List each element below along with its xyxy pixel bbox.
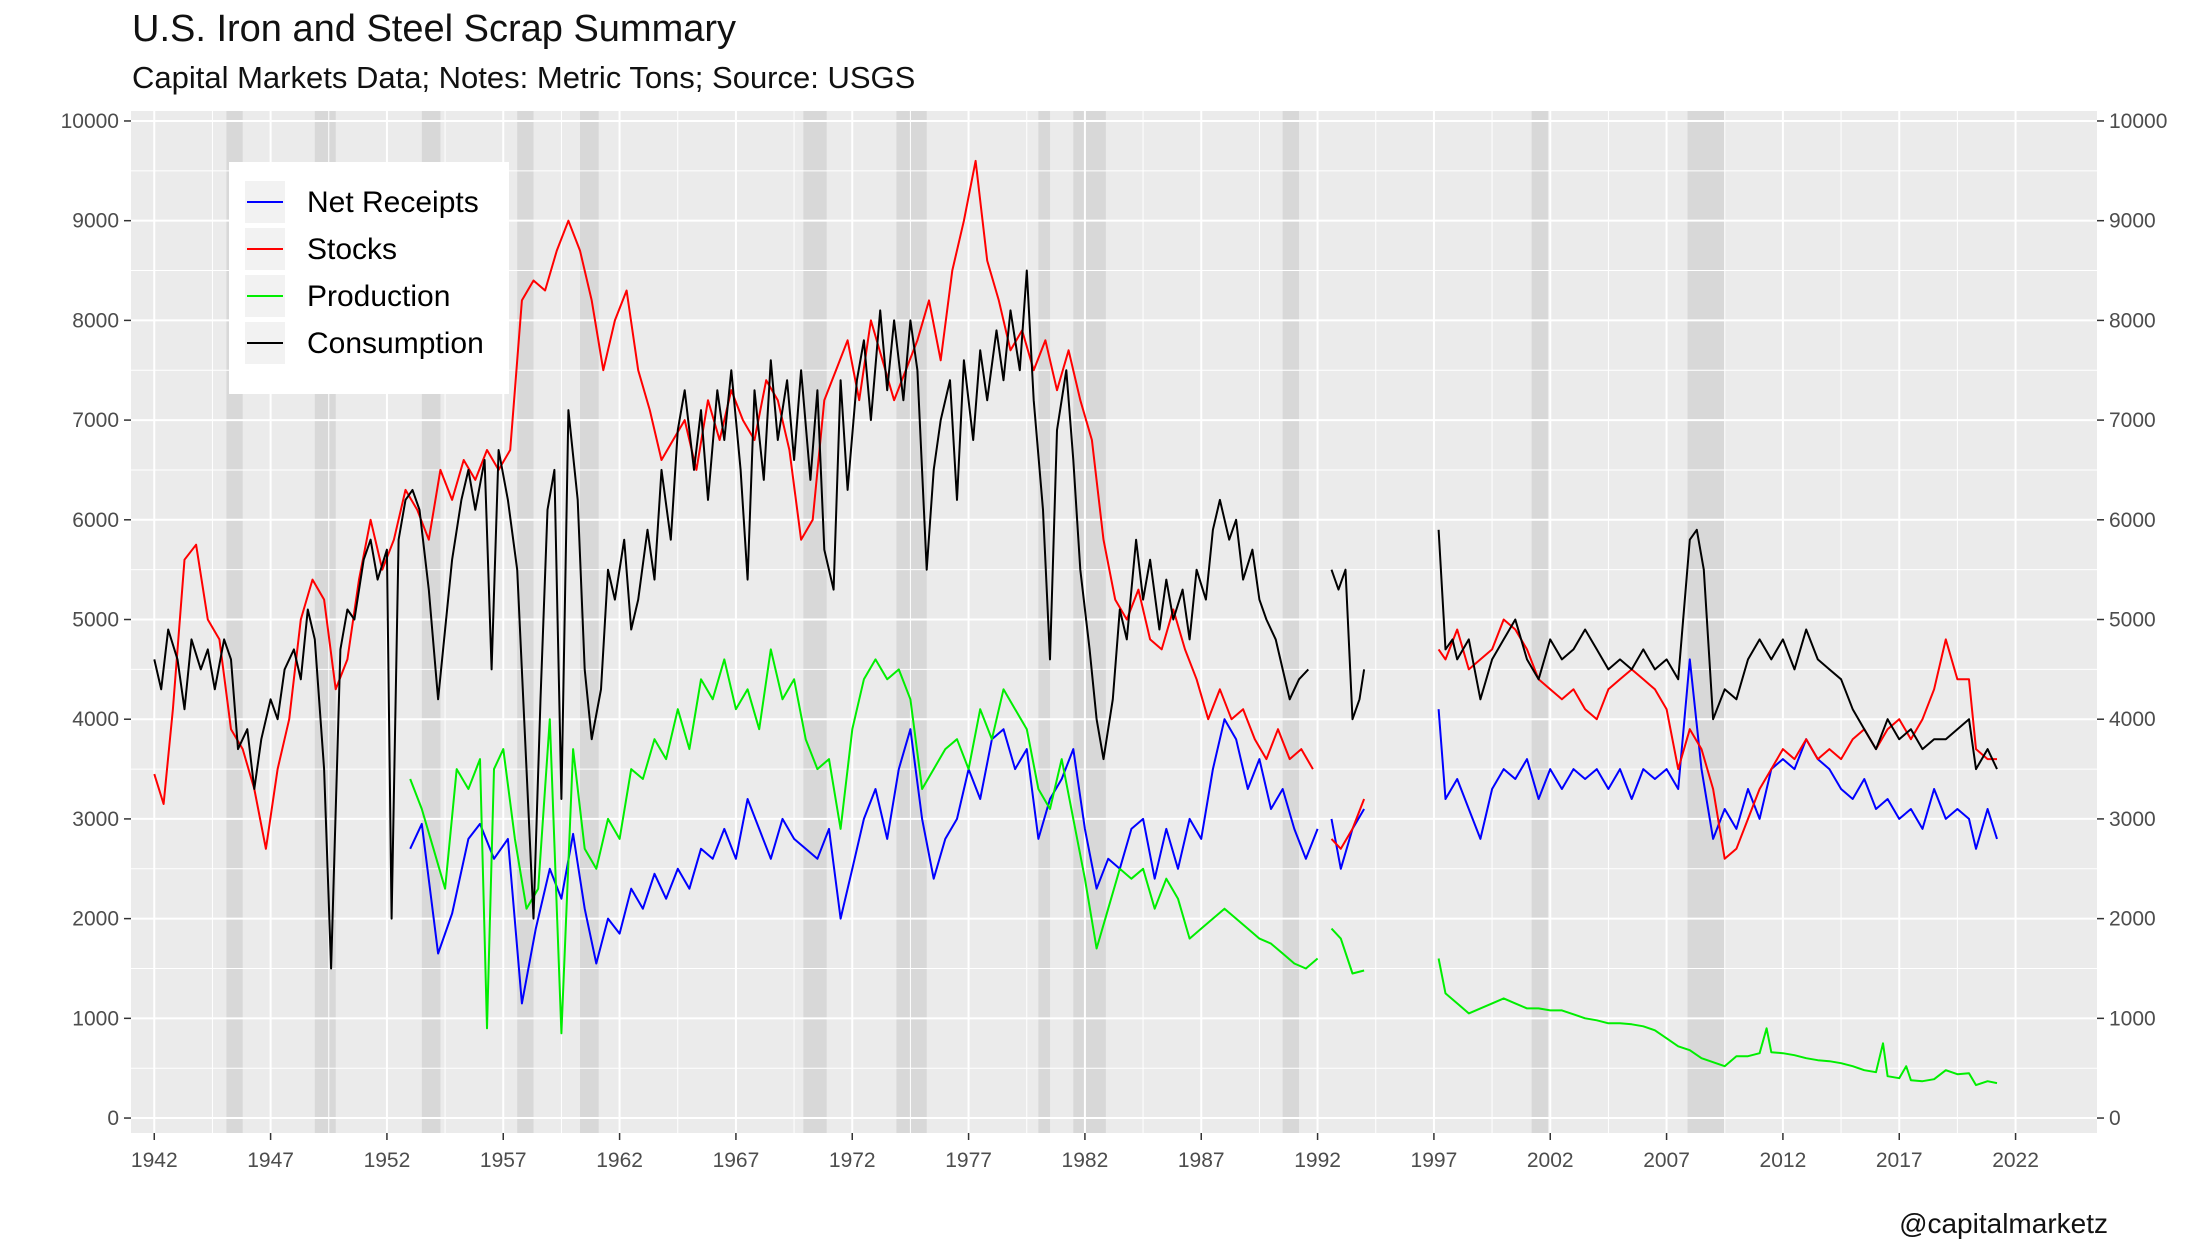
series-line-stocks — [1330, 798, 1366, 850]
x-tick-label: 2002 — [1527, 1149, 1574, 1172]
legend: Net Receipts Stocks Production Consumption — [229, 162, 509, 394]
series-lines — [153, 159, 1998, 1087]
x-tick-label: 1952 — [364, 1149, 411, 1172]
x-tick-label: 1977 — [945, 1149, 992, 1172]
y-tick-label-right: 10000 — [2109, 110, 2167, 133]
y-tick-label-right: 0 — [2109, 1107, 2121, 1130]
legend-label: Stocks — [307, 233, 397, 266]
y-tick-label-left: 4000 — [72, 708, 119, 731]
y-tick-label-left: 0 — [107, 1107, 119, 1130]
recession-band — [1282, 111, 1299, 1133]
series-line-consumption — [1437, 528, 1998, 771]
recession-band — [803, 111, 827, 1133]
recession-band — [1531, 111, 1548, 1133]
axes: 1942 1947 1952 1957 1962 1967 1972 1977 1982 1987… — [61, 110, 2168, 1172]
x-tick-label: 1982 — [1062, 1149, 1109, 1172]
series-line-production — [1437, 958, 1998, 1087]
x-tick-label: 1957 — [480, 1149, 527, 1172]
series-line-consumption — [153, 269, 1310, 970]
x-tick-label: 2017 — [1876, 1149, 1923, 1172]
recession-band — [896, 111, 927, 1133]
series-line-stocks — [1437, 618, 1997, 860]
y-tick-label-right: 7000 — [2109, 409, 2156, 432]
legend-label: Production — [307, 280, 450, 313]
y-tick-label-left: 10000 — [61, 110, 119, 133]
y-tick-label-left: 1000 — [72, 1007, 119, 1030]
y-tick-label-right: 2000 — [2109, 908, 2156, 931]
y-tick-label-left: 3000 — [72, 808, 119, 831]
chart-caption: @capitalmarketz — [1899, 1208, 2108, 1239]
recession-band — [1073, 111, 1106, 1133]
series-line-production — [1330, 927, 1365, 975]
series-line-consumption — [1330, 568, 1366, 721]
series-line-net-receipts — [409, 718, 1319, 1005]
y-tick-label-right: 8000 — [2109, 309, 2156, 332]
y-tick-label-left: 6000 — [72, 509, 119, 532]
x-tick-label: 1987 — [1178, 1149, 1225, 1172]
recession-band — [1038, 111, 1051, 1133]
y-tick-label-left: 8000 — [72, 309, 119, 332]
y-tick-label-right: 9000 — [2109, 210, 2156, 233]
chart-title: U.S. Iron and Steel Scrap Summary — [132, 8, 737, 50]
chart-subtitle: Capital Markets Data; Notes: Metric Tons… — [132, 60, 916, 95]
x-tick-label: 1972 — [829, 1149, 876, 1172]
y-tick-label-right: 4000 — [2109, 708, 2156, 731]
y-tick-label-right: 1000 — [2109, 1007, 2156, 1030]
series-line-production — [409, 648, 1319, 1035]
y-tick-label-right: 5000 — [2109, 609, 2156, 632]
x-tick-label: 2007 — [1643, 1149, 1690, 1172]
legend-label: Consumption — [307, 327, 484, 360]
x-tick-label: 2012 — [1760, 1149, 1807, 1172]
legend-label: Net Receipts — [307, 186, 479, 219]
y-tick-label-left: 7000 — [72, 409, 119, 432]
x-tick-label: 1992 — [1294, 1149, 1341, 1172]
y-tick-label-left: 2000 — [72, 908, 119, 931]
series-line-stocks — [153, 159, 1314, 850]
recession-band — [580, 111, 599, 1133]
x-tick-label: 1997 — [1411, 1149, 1458, 1172]
x-tick-label: 1967 — [713, 1149, 760, 1172]
x-tick-label: 1947 — [247, 1149, 294, 1172]
y-tick-label-left: 9000 — [72, 210, 119, 233]
y-tick-label-right: 3000 — [2109, 808, 2156, 831]
y-tick-label-left: 5000 — [72, 609, 119, 632]
x-tick-label: 1962 — [596, 1149, 643, 1172]
x-tick-label: 1942 — [131, 1149, 178, 1172]
x-tick-label: 2022 — [1992, 1149, 2039, 1172]
y-tick-label-right: 6000 — [2109, 509, 2156, 532]
